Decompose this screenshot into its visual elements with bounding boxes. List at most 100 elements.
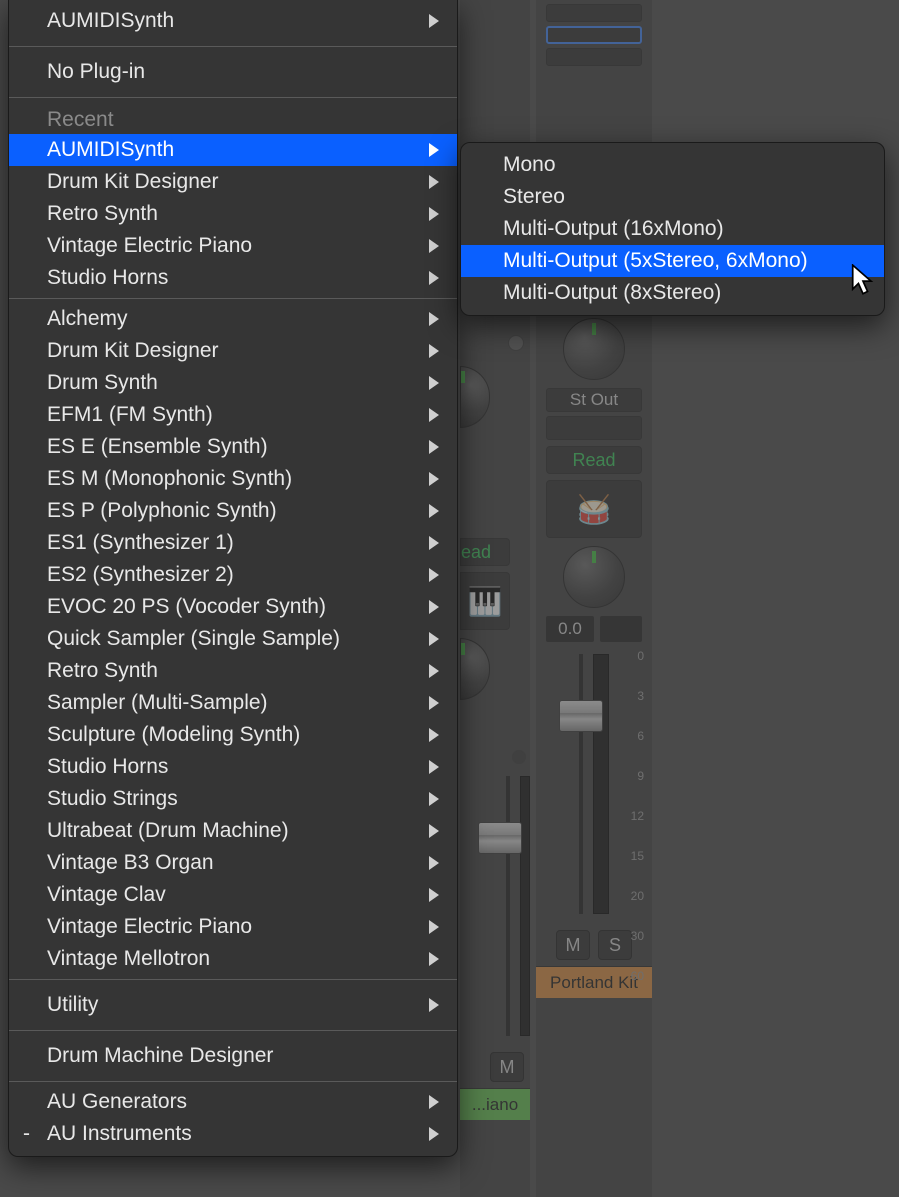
menu-item-label: Studio Horns [47,755,168,779]
channel-fader-track[interactable] [579,654,583,914]
submenu-arrow-icon [429,376,439,390]
menu-recent-item[interactable]: Vintage Electric Piano [9,230,457,262]
submenu-arrow-icon [429,824,439,838]
submenu-arrow-icon [429,344,439,358]
menu-item-label: Drum Kit Designer [47,339,219,363]
menu-instrument-item[interactable]: Vintage Electric Piano [9,911,457,943]
menu-recent-header: Recent [9,102,457,134]
menu-instrument-item[interactable]: ES E (Ensemble Synth) [9,431,457,463]
submenu-arrow-icon [429,664,439,678]
channel-fader-cap[interactable] [559,700,603,732]
output-label: St Out [570,390,618,410]
plugin-menu: AUMIDISynth No Plug-in Recent AUMIDISynt… [8,0,458,1157]
channel-slot-top[interactable] [546,4,642,22]
db-label: 0.0 [558,619,582,639]
channel0-mute-button[interactable]: M [490,1052,524,1082]
menu-instrument-item[interactable]: Drum Synth [9,367,457,399]
menu-instrument-item[interactable]: Vintage Clav [9,879,457,911]
menu-current-plugin[interactable]: AUMIDISynth [9,0,457,42]
submenu-arrow-icon [429,888,439,902]
menu-instrument-item[interactable]: Ultrabeat (Drum Machine) [9,815,457,847]
menu-item-label: Retro Synth [47,659,158,683]
menu-no-plugin[interactable]: No Plug-in [9,51,457,93]
submenu-arrow-icon [429,175,439,189]
menu-au-instruments[interactable]: - AU Instruments [9,1118,457,1156]
menu-instrument-item[interactable]: Quick Sampler (Single Sample) [9,623,457,655]
channel-mute-button[interactable]: M [556,930,590,960]
menu-instrument-item[interactable]: Vintage Mellotron [9,943,457,975]
menu-item-label: AU Generators [47,1090,187,1114]
menu-utility[interactable]: Utility [9,984,457,1026]
submenu-output-option[interactable]: Multi-Output (5xStereo, 6xMono) [461,245,884,277]
menu-instrument-item[interactable]: ES P (Polyphonic Synth) [9,495,457,527]
menu-separator [9,1081,457,1082]
menu-separator [9,298,457,299]
plugin-submenu: MonoStereoMulti-Output (16xMono)Multi-Ou… [460,142,885,316]
submenu-output-option[interactable]: Stereo [461,181,884,213]
menu-separator [9,46,457,47]
channel0-fader-cap[interactable] [478,822,522,854]
channel-db-value[interactable]: 0.0 [546,616,594,642]
menu-item-label: Drum Machine Designer [47,1044,273,1068]
menu-instrument-item[interactable]: Vintage B3 Organ [9,847,457,879]
menu-instrument-item[interactable]: Drum Kit Designer [9,335,457,367]
menu-item-label: Vintage Electric Piano [47,234,252,258]
mute-label: M [500,1057,515,1078]
menu-instrument-item[interactable]: Studio Horns [9,751,457,783]
menu-recent-item[interactable]: AUMIDISynth [9,134,457,166]
menu-instrument-item[interactable]: EFM1 (FM Synth) [9,399,457,431]
channel-slot-3[interactable] [546,48,642,66]
menu-item-label: EFM1 (FM Synth) [47,403,213,427]
menu-item-label: AUMIDISynth [47,9,174,33]
submenu-arrow-icon [429,600,439,614]
channel0-bypass-dot[interactable] [508,335,524,351]
submenu-arrow-icon [429,920,439,934]
channel-slot-eq-selected[interactable] [546,26,642,44]
menu-recent-item[interactable]: Drum Kit Designer [9,166,457,198]
channel-group-slot[interactable] [546,416,642,440]
submenu-arrow-icon [429,271,439,285]
automation-label: Read [572,450,615,471]
submenu-output-option[interactable]: Mono [461,149,884,181]
submenu-arrow-icon [429,207,439,221]
menu-recent-item[interactable]: Retro Synth [9,198,457,230]
channel0-track-icon[interactable]: 🎹 [460,572,510,630]
menu-instrument-item[interactable]: ES1 (Synthesizer 1) [9,527,457,559]
channel0-fader-track[interactable] [506,776,510,1036]
menu-instrument-item[interactable]: EVOC 20 PS (Vocoder Synth) [9,591,457,623]
channel0-knob2-partial[interactable] [460,638,490,700]
menu-item-label: Utility [47,993,98,1017]
submenu-arrow-icon [429,952,439,966]
menu-drum-machine-designer[interactable]: Drum Machine Designer [9,1035,457,1077]
submenu-arrow-icon [429,440,439,454]
menu-item-label: Stereo [503,185,565,209]
channel-track-icon[interactable]: 🥁 [546,480,642,538]
channel0-track-name[interactable]: ...iano [460,1088,530,1120]
submenu-output-option[interactable]: Multi-Output (16xMono) [461,213,884,245]
menu-au-generators[interactable]: AU Generators [9,1086,457,1118]
menu-instrument-item[interactable]: ES M (Monophonic Synth) [9,463,457,495]
channel0-automation-mode[interactable]: ead [460,538,510,566]
submenu-arrow-icon [429,696,439,710]
menu-instrument-item[interactable]: Sculpture (Modeling Synth) [9,719,457,751]
menu-recent-item[interactable]: Studio Horns [9,262,457,294]
channel-solo-button[interactable]: S [598,930,632,960]
menu-instrument-item[interactable]: Retro Synth [9,655,457,687]
channel-pan-knob[interactable] [563,546,625,608]
submenu-arrow-icon [429,408,439,422]
channel0-pan-knob-partial[interactable] [460,366,490,428]
submenu-arrow-icon [429,728,439,742]
channel-send-knob[interactable] [563,318,625,380]
submenu-arrow-icon [429,472,439,486]
menu-instrument-item[interactable]: Alchemy [9,303,457,335]
menu-instrument-item[interactable]: Studio Strings [9,783,457,815]
menu-instrument-item[interactable]: ES2 (Synthesizer 2) [9,559,457,591]
menu-item-label: Mono [503,153,556,177]
submenu-arrow-icon [429,143,439,157]
menu-separator [9,1030,457,1031]
channel-automation-mode[interactable]: Read [546,446,642,474]
submenu-output-option[interactable]: Multi-Output (8xStereo) [461,277,884,309]
menu-instrument-item[interactable]: Sampler (Multi-Sample) [9,687,457,719]
channel-output-slot[interactable]: St Out [546,388,642,412]
menu-separator [9,97,457,98]
